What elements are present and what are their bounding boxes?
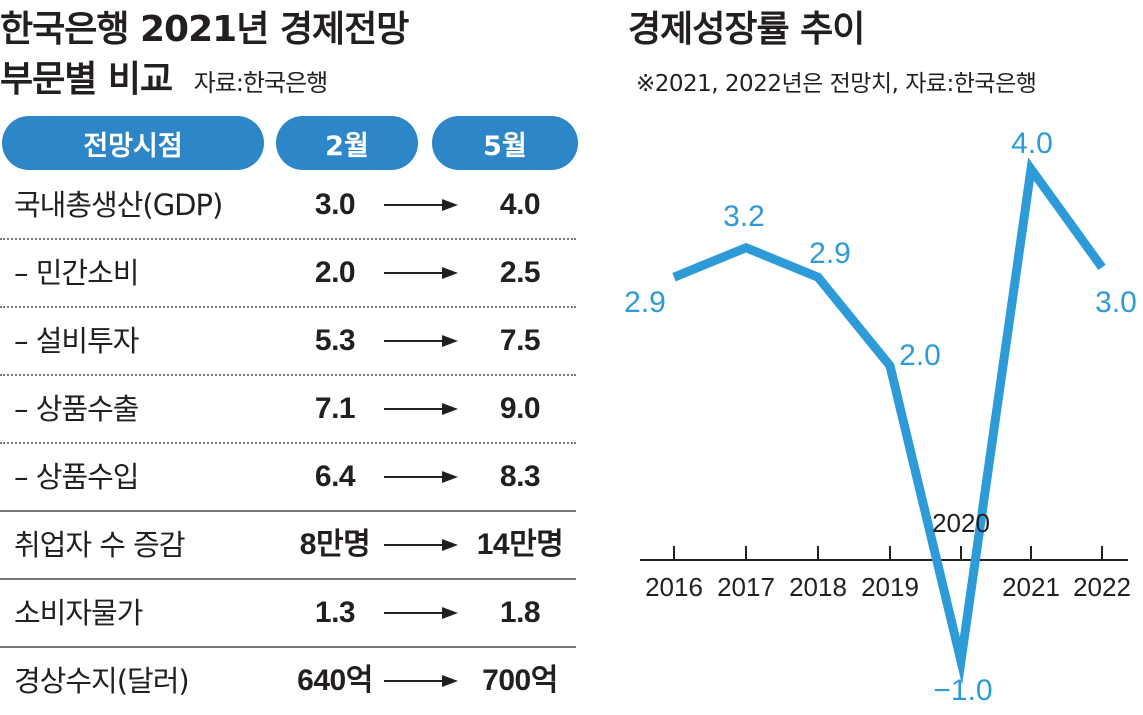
- february-value: 5.3: [314, 324, 356, 357]
- table-row: 취업자 수 증감 8만명 14만명: [0, 511, 576, 579]
- header-may: 5월: [432, 116, 578, 170]
- table-row: 국내총생산(GDP) 3.0 4.0: [0, 171, 576, 239]
- table-subtitle-text: 부문별 비교: [0, 59, 173, 100]
- february-value: 6.4: [314, 460, 356, 493]
- may-value: 4.0: [499, 188, 541, 221]
- x-tick-label: 2017: [717, 572, 775, 602]
- data-label: −1.0: [933, 674, 992, 707]
- row-label: – 설비투자: [14, 324, 139, 358]
- february-value: 640억: [297, 664, 373, 697]
- row-label: – 상품수출: [14, 392, 139, 426]
- row-label: 국내총생산(GDP): [14, 188, 223, 222]
- may-value: 2.5: [499, 256, 541, 289]
- row-divider: [0, 374, 576, 376]
- x-tick-label: 2016: [645, 572, 703, 602]
- table-subtitle: 부문별 비교 자료:한국은행: [0, 50, 329, 102]
- arrow-right-icon: [384, 471, 458, 483]
- february-value: 8만명: [299, 528, 371, 561]
- data-label: 2.9: [624, 286, 666, 319]
- arrow-right-icon: [384, 607, 458, 619]
- may-value: 700억: [482, 664, 558, 697]
- table-row: – 상품수출 7.1 9.0: [0, 375, 576, 443]
- data-label: 3.0: [1095, 286, 1137, 319]
- row-divider: [0, 578, 576, 580]
- x-tick-label: 2019: [861, 572, 919, 602]
- header-february: 2월: [276, 116, 418, 170]
- arrow-right-icon: [384, 335, 458, 347]
- may-value: 14만명: [476, 528, 564, 561]
- row-label: 소비자물가: [14, 596, 143, 630]
- row-divider: [0, 646, 576, 648]
- table-row: – 상품수입 6.4 8.3: [0, 443, 576, 511]
- row-label: 취업자 수 증감: [14, 528, 186, 562]
- february-value: 7.1: [314, 392, 356, 425]
- data-label: 2.9: [809, 237, 851, 270]
- row-label: – 상품수입: [14, 460, 139, 494]
- may-value: 7.5: [499, 324, 541, 357]
- chart-subtitle: ※2021, 2022년은 전망치, 자료:한국은행: [636, 71, 1037, 97]
- table-source: 자료:한국은행: [193, 69, 329, 97]
- data-label: 3.2: [723, 200, 765, 233]
- february-value: 3.0: [314, 188, 356, 221]
- row-label: – 민간소비: [14, 256, 139, 290]
- table-title: 한국은행 2021년 경제전망: [0, 9, 409, 50]
- x-tick-label: 2022: [1073, 572, 1131, 602]
- series-line: [672, 157, 1106, 685]
- x-tick-label: 2021: [1002, 572, 1060, 602]
- row-divider: [0, 306, 576, 308]
- may-value: 1.8: [499, 596, 541, 629]
- may-value: 9.0: [499, 392, 541, 425]
- may-value: 8.3: [499, 460, 541, 493]
- arrow-right-icon: [384, 403, 458, 415]
- arrow-right-icon: [384, 199, 458, 211]
- arrow-right-icon: [384, 675, 458, 687]
- row-label: 경상수지(달러): [14, 664, 190, 698]
- arrow-right-icon: [384, 539, 458, 551]
- table-row: – 민간소비 2.0 2.5: [0, 239, 576, 307]
- row-divider: [0, 238, 576, 240]
- header-forecast-point: 전망시점: [2, 116, 264, 170]
- february-value: 2.0: [314, 256, 356, 289]
- row-divider: [0, 510, 576, 512]
- table-row: 경상수지(달러) 640억 700억: [0, 647, 576, 715]
- growth-line-chart: 2016 2017 2018 2019 2020 2021 2022 2.9 3.2 2.9 2.0…: [624, 127, 1137, 707]
- x-tick-label: 2020: [932, 508, 990, 538]
- table-row: – 설비투자 5.3 7.5: [0, 307, 576, 375]
- february-value: 1.3: [314, 596, 356, 629]
- table-row: 소비자물가 1.3 1.8: [0, 579, 576, 647]
- row-divider: [0, 442, 576, 444]
- data-label: 2.0: [899, 339, 941, 372]
- arrow-right-icon: [384, 267, 458, 279]
- x-tick-label: 2018: [789, 572, 847, 602]
- data-label: 4.0: [1011, 127, 1053, 160]
- chart-title: 경제성장률 추이: [628, 9, 865, 50]
